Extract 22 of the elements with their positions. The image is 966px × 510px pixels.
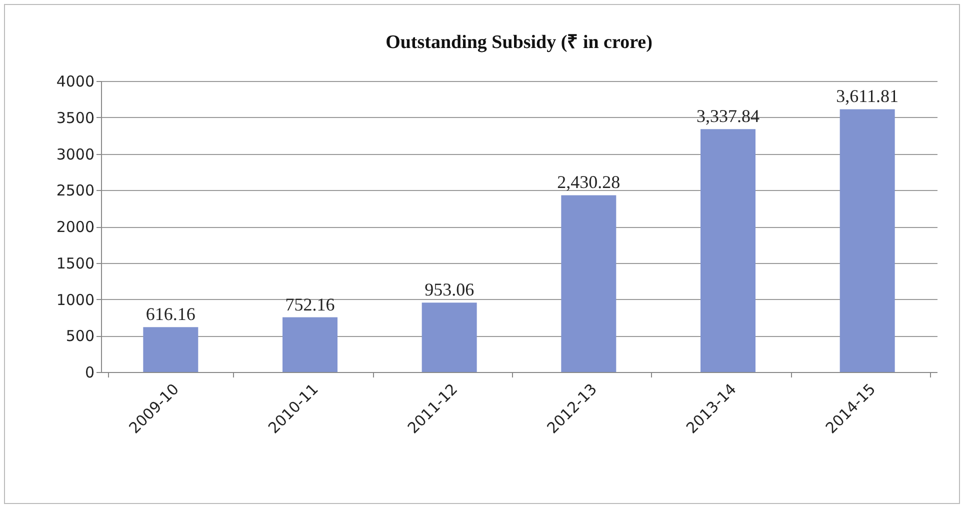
y-tick-label: 1000 <box>56 290 94 309</box>
bar <box>143 327 198 372</box>
y-tick-label: 4000 <box>56 72 94 90</box>
data-label: 3,337.84 <box>696 106 760 126</box>
data-label: 953.06 <box>424 280 474 300</box>
bar <box>700 129 756 372</box>
bar <box>840 109 895 372</box>
data-label: 616.16 <box>146 304 196 324</box>
y-tick-label: 3000 <box>56 145 94 164</box>
chart-title: Outstanding Subsidy (₹ in crore) <box>386 32 652 53</box>
y-tick-label: 500 <box>66 327 94 346</box>
y-tick-label: 2500 <box>56 182 94 200</box>
bar <box>282 317 338 372</box>
bar <box>561 195 616 372</box>
data-label: 3,611.81 <box>836 86 899 106</box>
y-tick-label: 2000 <box>56 218 94 236</box>
y-tick-label: 3500 <box>56 108 94 127</box>
y-tick-label: 0 <box>84 364 94 382</box>
data-label: 2,430.28 <box>557 172 620 192</box>
bar <box>422 302 477 372</box>
data-label: 752.16 <box>285 294 335 314</box>
y-tick-label: 1500 <box>56 254 94 272</box>
